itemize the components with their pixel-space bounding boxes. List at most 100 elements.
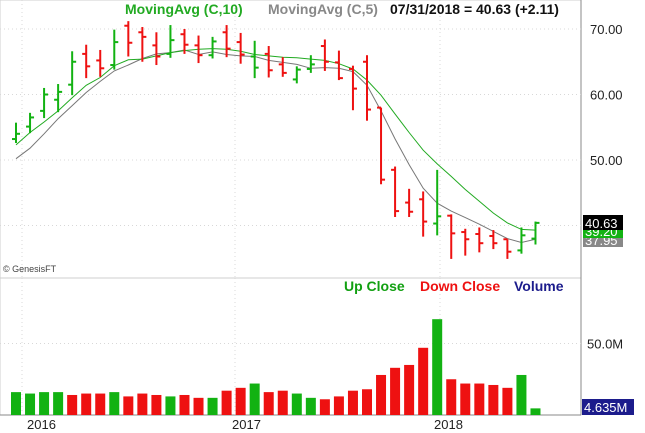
volume-bar [474,383,485,415]
volume-bar [221,390,232,415]
ohlc-bar-down [489,230,498,250]
volume-bar [390,367,401,415]
volume-bar [235,387,246,415]
ohlc-bar-down [138,27,147,62]
ohlc-bar-up [306,55,315,73]
ma10-title: MovingAvg (C,10) [125,1,243,17]
price-tick-label: 60.00 [590,88,623,103]
volume-value-tag-text: 4.635M [584,400,627,415]
ohlc-bar-down [377,106,386,185]
volume-bar [67,394,78,415]
close-price-tag-bg [583,215,623,230]
volume-bar [376,374,387,415]
volume-bar [277,390,288,415]
ohlc-bar-down [391,166,400,217]
legend-down-close: Down Close [420,278,500,294]
ohlc-bar-down [82,44,91,79]
ohlc-bar-down [334,50,343,81]
volume-bar [165,396,176,415]
quote-title: 07/31/2018 = 40.63 (+2.11) [390,1,559,17]
ohlc-bar-up [12,122,20,143]
ohlc-bar-up [110,29,119,70]
volume-bar [249,383,260,415]
volume-bar [39,392,50,415]
volume-bar [179,394,190,415]
ohlc-bar-down [194,35,203,64]
year-label: 2018 [434,417,463,432]
volume-bar [11,392,21,415]
volume-bar [193,397,204,415]
volume-bar [263,392,274,415]
ohlc-bar-down [419,191,428,237]
volume-bars [11,319,541,415]
ohlc-bar-down [236,32,245,64]
volume-bar [291,393,302,415]
ohlc-bar-down [475,227,484,253]
volume-bar [502,387,513,415]
ohlc-bars [12,21,540,259]
ma5-title: MovingAvg (C,5) [268,1,378,17]
volume-bar [446,379,457,415]
volume-bar [109,392,120,415]
ohlc-bar-up [517,227,526,254]
ohlc-bar-up [26,112,35,134]
volume-bar [432,319,443,415]
volume-bar [319,399,330,415]
price-tick-label: 50.00 [590,153,623,168]
close-price-tag: 40.63 [583,215,623,231]
volume-bar [95,393,106,415]
volume-bar [53,392,64,415]
ohlc-bar-down [278,57,287,77]
ohlc-bar-down [320,39,329,71]
panel-frames [0,0,582,416]
volume-value-tag-bg [582,399,634,415]
ohlc-bar-up [68,51,77,96]
ma10-price-tag-bg [583,227,623,238]
volume-tick-label: 50.0M [587,337,623,352]
ohlc-bar-up [54,84,63,113]
volume-bar [516,374,527,415]
ohlc-bar-up [250,40,259,79]
ohlc-bar-down [180,29,189,54]
year-label: 2017 [232,417,261,432]
volume-bar [81,393,92,415]
ohlc-bar-up [166,25,175,58]
ohlc-bar-down [405,188,414,217]
ohlc-bar-down [447,214,456,259]
ma10-line [15,48,536,231]
volume-bar [404,364,415,415]
x-axis-labels: 2016 2017 2018 [27,417,463,432]
volume-bar [460,383,471,415]
ohlc-bar-up [40,87,49,119]
year-label: 2016 [27,417,56,432]
ohlc-bar-down [124,21,133,57]
price-panel-frame [0,0,582,279]
volume-bar [362,389,372,415]
volume-bar [151,394,162,415]
ohlc-bar-down [152,32,161,66]
ohlc-bar-down [222,25,231,58]
ohlc-bar-down [461,228,470,256]
ohlc-bar-down [363,55,371,121]
volume-bar [305,397,316,415]
ma5-price-tag-bg [583,237,623,247]
close-price-tag-text: 40.63 [585,216,618,231]
price-tick-label: 70.00 [590,22,623,37]
volume-value-tag: 4.635M [582,399,634,415]
legend-up-close: Up Close [344,278,405,294]
ohlc-bar-up [433,169,442,236]
volume-bar [488,384,499,415]
volume-bar [137,393,148,415]
ma5-line [15,49,536,244]
ohlc-bar-down [503,238,512,259]
volume-bar [123,396,134,415]
volume-bar [207,397,218,415]
credit-label: © GenesisFT [3,264,57,274]
legend-volume: Volume [514,278,564,294]
ohlc-bar-up [531,221,540,245]
volume-bar [530,408,541,415]
volume-bar [347,390,358,415]
ohlc-bar-up [208,36,217,59]
